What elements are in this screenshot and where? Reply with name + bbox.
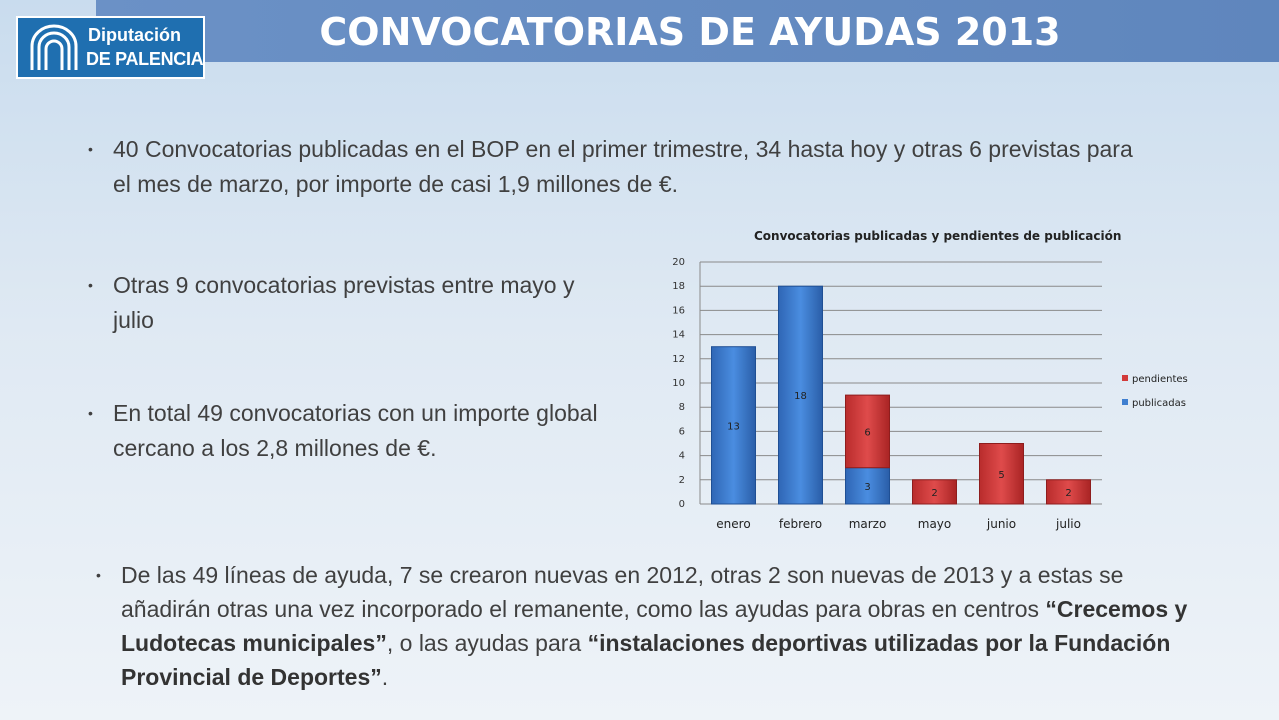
bullet-convocatorias-publicadas: • 40 Convocatorias publicadas en el BOP … (88, 132, 1153, 202)
data-label-pendientes: 6 (864, 427, 870, 438)
bar-pendientes-mayo (912, 479, 957, 505)
bar-chart: 0 2 4 6 8 10 12 14 16 18 20 13 enero 18 febrero 3 6 marzo… (650, 222, 1210, 540)
data-label-pendientes: 5 (998, 470, 1004, 481)
chart-title: Convocatorias publicadas y pendientes de… (754, 229, 1122, 243)
diputacion-logo: Diputación DE PALENCIA (16, 16, 205, 79)
bullet-total-convocatorias: • En total 49 convocatorias con un impor… (88, 396, 623, 466)
bullet-text: En total 49 convocatorias con un importe… (113, 400, 598, 461)
y-tick-label: 2 (679, 475, 685, 486)
bar-publicadas-enero (711, 346, 756, 505)
legend-swatch-pendientes (1122, 375, 1128, 381)
y-tick-label: 10 (672, 378, 685, 389)
bullet-previstas-mayo-julio: • Otras 9 convocatorias previstas entre … (88, 268, 583, 338)
bullet-lineas-de-ayuda: • De las 49 líneas de ayuda, 7 se crearo… (96, 558, 1191, 694)
legend-swatch-publicadas (1122, 399, 1128, 405)
header-bar (96, 0, 1279, 62)
y-tick-label: 0 (679, 499, 685, 510)
bullet-dot: • (88, 141, 93, 157)
arch-logo-icon (30, 24, 78, 70)
bar-publicadas-febrero (778, 285, 823, 505)
bullet-text: Otras 9 convocatorias previstas entre ma… (113, 272, 575, 333)
y-tick-label: 12 (672, 354, 685, 365)
data-label-publicadas: 13 (727, 421, 740, 432)
bullet-dot: • (88, 405, 93, 421)
bullet-text-part2: , o las ayudas para (386, 630, 588, 656)
y-tick-label: 8 (679, 402, 685, 413)
legend-label-pendientes: pendientes (1132, 374, 1188, 385)
legend-label-publicadas: publicadas (1132, 398, 1186, 409)
x-tick-label: enero (716, 517, 750, 531)
bullet-bold-crecemos: “Crecemos y Ludotecas municipales” (121, 596, 1188, 656)
data-label-pendientes: 2 (1065, 488, 1071, 499)
bullet-dot: • (88, 277, 93, 293)
x-tick-label: mayo (918, 517, 952, 531)
bullet-bold-instalaciones: “instalaciones deportivas utilizadas por… (121, 630, 1171, 690)
logo-text-line2: DE PALENCIA (86, 49, 204, 69)
logo-text-line1: Diputación (88, 25, 181, 45)
x-tick-label: junio (986, 517, 1016, 531)
y-tick-label: 14 (672, 330, 685, 341)
x-tick-label: febrero (779, 517, 822, 531)
bullet-dot: • (96, 567, 101, 583)
x-tick-label: marzo (849, 517, 887, 531)
bullet-text-part3: . (381, 664, 389, 690)
x-tick-label: julio (1055, 517, 1081, 531)
bullet-text: 40 Convocatorias publicadas en el BOP en… (113, 136, 1133, 197)
data-label-pendientes: 2 (931, 488, 937, 499)
bar-pendientes-marzo (845, 394, 890, 469)
y-tick-label: 6 (679, 426, 685, 437)
bar-publicadas-marzo (845, 467, 890, 505)
data-label-publicadas: 18 (794, 391, 807, 402)
y-tick-label: 18 (672, 281, 685, 292)
data-label-publicadas: 3 (864, 482, 870, 493)
bullet-text-part1: De las 49 líneas de ayuda, 7 se crearon … (121, 562, 1124, 622)
slide-title: CONVOCATORIAS DE AYUDAS 2013 (319, 10, 1061, 54)
y-tick-label: 4 (679, 451, 685, 462)
bar-pendientes-julio (1046, 479, 1091, 505)
y-tick-label: 20 (672, 257, 685, 268)
y-tick-label: 16 (672, 305, 685, 316)
bar-pendientes-junio (979, 443, 1024, 505)
chart-svg: 0 2 4 6 8 10 12 14 16 18 20 13 enero 18 febrero 3 6 marzo… (672, 257, 1188, 531)
